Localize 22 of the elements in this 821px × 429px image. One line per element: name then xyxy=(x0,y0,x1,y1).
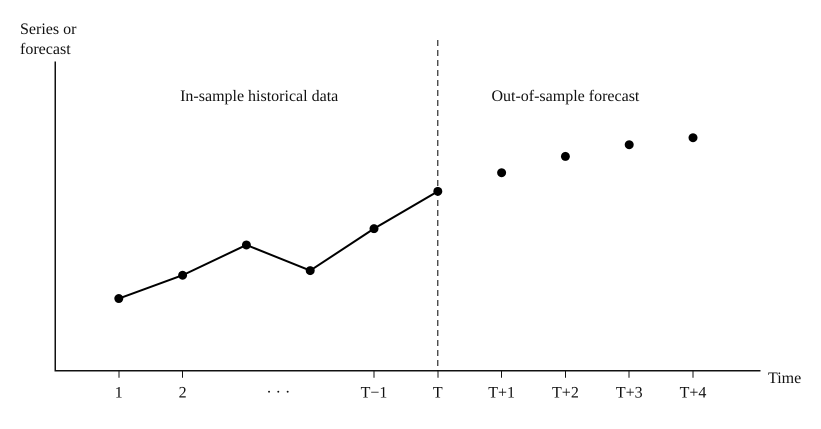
point xyxy=(370,224,379,234)
point xyxy=(688,133,698,142)
x-tick-label: T−1 xyxy=(360,384,388,402)
x-tick-label: T xyxy=(432,384,443,402)
point xyxy=(497,168,506,178)
x-tick-label: 1 xyxy=(114,384,123,402)
text: Out-of-sample forecast xyxy=(491,88,640,106)
x-tick-label: T+2 xyxy=(552,384,579,402)
point xyxy=(624,140,634,150)
text: In-sample historical data xyxy=(180,88,338,106)
x-tick-label: 2 xyxy=(178,384,187,402)
point xyxy=(242,240,251,250)
text: · · · xyxy=(266,384,290,402)
point xyxy=(306,266,315,276)
x-tick-label: T+1 xyxy=(488,384,516,402)
x-tick-label: T+4 xyxy=(680,384,706,402)
point xyxy=(114,294,124,304)
x-tick-label: T+3 xyxy=(616,384,643,402)
point xyxy=(178,270,188,280)
y-axis-title: Series or forecast xyxy=(20,20,78,60)
x-axis-title: Time xyxy=(768,370,802,388)
point xyxy=(560,152,570,161)
